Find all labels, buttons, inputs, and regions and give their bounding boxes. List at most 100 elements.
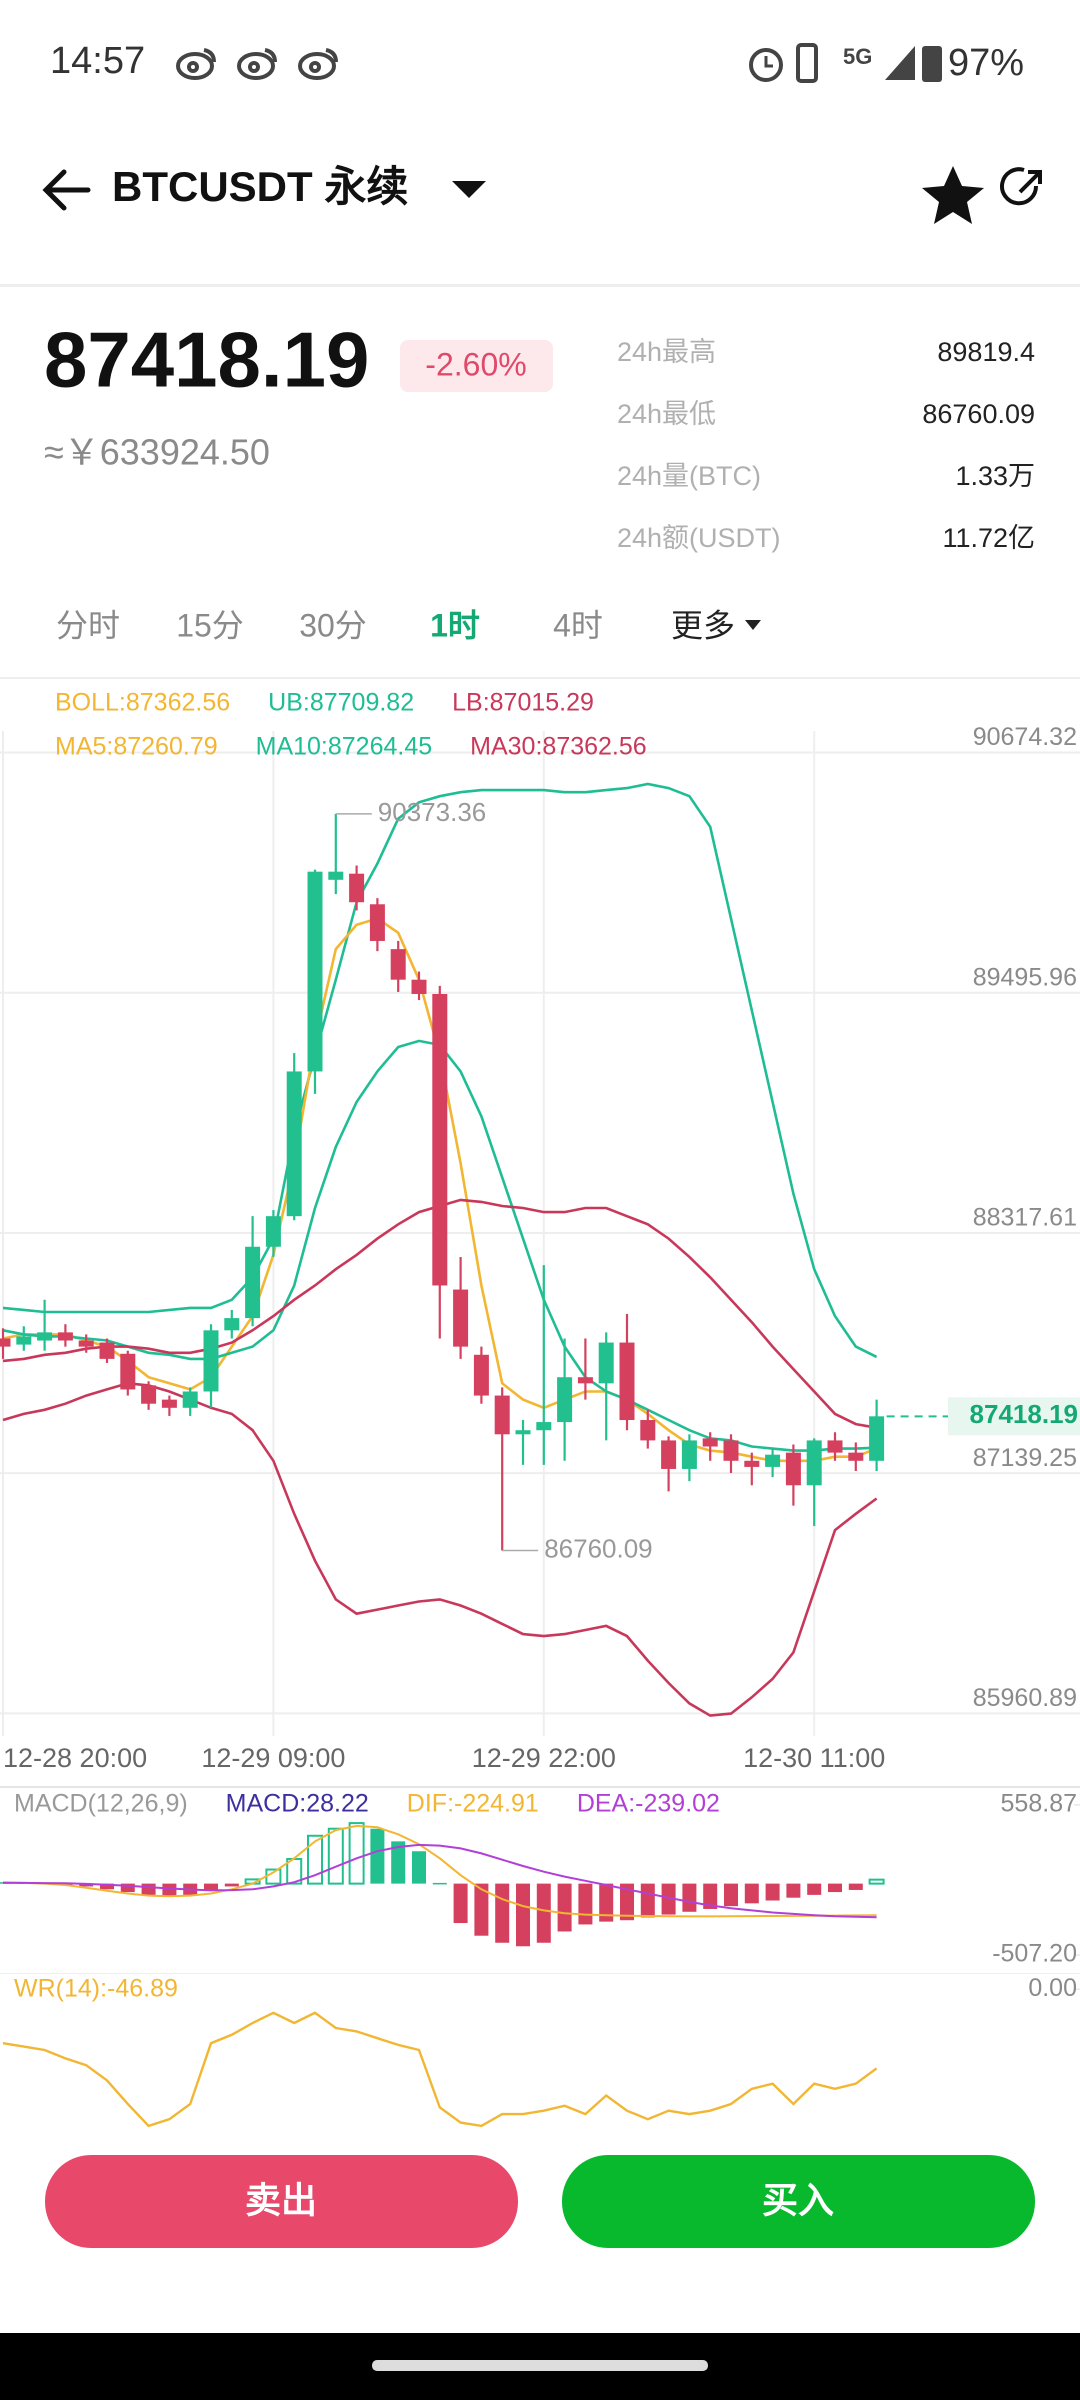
candle-body [765, 1454, 781, 1467]
candle-body [869, 1416, 885, 1461]
macd-bar [391, 1841, 406, 1884]
sell-label[interactable]: 卖出 [245, 2180, 317, 2221]
macd-bar [724, 1883, 738, 1907]
stat-value: 86760.09 [922, 399, 1035, 429]
macd-bar [100, 1883, 114, 1890]
x-tick-label: 12-29 22:00 [472, 1743, 616, 1773]
macd-bar [224, 1883, 239, 1887]
macd-bar [703, 1883, 718, 1909]
macd-bar [141, 1883, 156, 1895]
change-badge [400, 340, 553, 392]
y-tick-label: 558.87 [1001, 1790, 1077, 1818]
macd-bar [495, 1883, 510, 1943]
candle-body [723, 1440, 739, 1461]
current-price-box [948, 1397, 1080, 1436]
macd-bar [79, 1883, 94, 1887]
candle-body [328, 871, 344, 880]
candle-body [744, 1460, 760, 1467]
stat-value: 1.33万 [955, 461, 1035, 491]
stat-label: 24h额(USDT) [617, 523, 781, 553]
macd-bar [786, 1883, 801, 1898]
current-price-label: 87418.19 [970, 1399, 1078, 1429]
candle-body [515, 1430, 531, 1435]
candle-body [120, 1353, 136, 1390]
y-tick-label: -507.20 [992, 1940, 1077, 1968]
candle-body [203, 1330, 219, 1392]
macd-bar [744, 1883, 759, 1904]
macd-bar [307, 1834, 323, 1885]
candle-body [349, 873, 365, 903]
macd-bar [640, 1883, 655, 1918]
interval-tab[interactable]: 1时 [430, 607, 480, 643]
share-button[interactable] [1000, 167, 1042, 206]
x-tick-label: 12-29 09:00 [201, 1743, 345, 1773]
buy-label[interactable]: 买入 [762, 2180, 834, 2221]
y-tick-label: 85960.89 [973, 1684, 1077, 1712]
candle-body [245, 1246, 261, 1319]
macd-bar [327, 1827, 344, 1885]
buy-button[interactable] [562, 2155, 1035, 2248]
macd-bar [578, 1883, 593, 1925]
candle-body [557, 1377, 573, 1423]
macd-bar [765, 1883, 780, 1901]
indicator-line [2, 2011, 878, 2128]
sell-button[interactable] [45, 2155, 518, 2248]
symbol-dropdown[interactable] [452, 181, 486, 198]
candle-body [161, 1399, 177, 1408]
y-tick-label: 90674.32 [973, 723, 1077, 751]
candle-body [848, 1452, 864, 1461]
legend-entry: MACD:28.22 [226, 1790, 369, 1818]
candle-body [432, 993, 448, 1286]
interval-tab[interactable]: 30分 [299, 607, 367, 643]
candle-body [37, 1332, 53, 1341]
symbol-title[interactable]: BTCUSDT 永续 [112, 163, 408, 210]
candle-body [661, 1440, 677, 1469]
macd-bar [868, 1878, 885, 1885]
divider [0, 1786, 1080, 1788]
candle-body [681, 1440, 697, 1469]
indicator-line [2, 782, 878, 1359]
interval-tab[interactable]: 15分 [176, 607, 244, 643]
home-indicator[interactable] [372, 2360, 708, 2371]
macd-bar [120, 1883, 135, 1893]
macd-bar [620, 1883, 634, 1921]
macd-bar [162, 1883, 177, 1897]
stat-value: 11.72亿 [942, 523, 1035, 553]
interval-tab[interactable]: 4时 [553, 607, 603, 643]
legend-entry: WR(14):-46.89 [14, 1975, 178, 2003]
macd-bar [204, 1883, 218, 1891]
candle-body [16, 1336, 32, 1345]
candle-body [286, 1071, 302, 1217]
legend-entry: MA5:87260.79 [55, 733, 218, 761]
candle-body [619, 1342, 635, 1421]
interval-tab[interactable]: 更多 [671, 607, 735, 643]
candle-body [307, 871, 323, 1072]
legend-entry: UB:87709.82 [268, 689, 414, 717]
candle-body [0, 1338, 11, 1347]
candle-body [78, 1340, 94, 1347]
candle-body [827, 1440, 843, 1453]
back-button[interactable] [42, 169, 91, 211]
macd-bar [807, 1883, 822, 1895]
battery-level: 97% [948, 42, 1024, 84]
favorite-button[interactable] [922, 166, 984, 224]
macd-bar [557, 1883, 572, 1932]
stat-value: 89819.4 [937, 337, 1035, 367]
candle-body [99, 1342, 115, 1359]
candle-body [806, 1440, 822, 1486]
stat-label: 24h量(BTC) [617, 461, 761, 491]
more-dropdown[interactable] [745, 620, 761, 630]
candle-body [224, 1318, 240, 1331]
candle-body [702, 1438, 718, 1447]
change-percent: -2.60% [425, 346, 526, 382]
cny-price: ≈￥633924.50 [44, 432, 270, 473]
candle-body [411, 979, 427, 994]
legend-entry: LB:87015.29 [452, 689, 594, 717]
stat-label: 24h最低 [617, 399, 716, 429]
candle-body [265, 1216, 281, 1247]
indicator-line [3, 1843, 877, 1919]
interval-tab[interactable]: 分时 [56, 607, 120, 643]
x-tick-label: 12-30 11:00 [743, 1743, 885, 1773]
